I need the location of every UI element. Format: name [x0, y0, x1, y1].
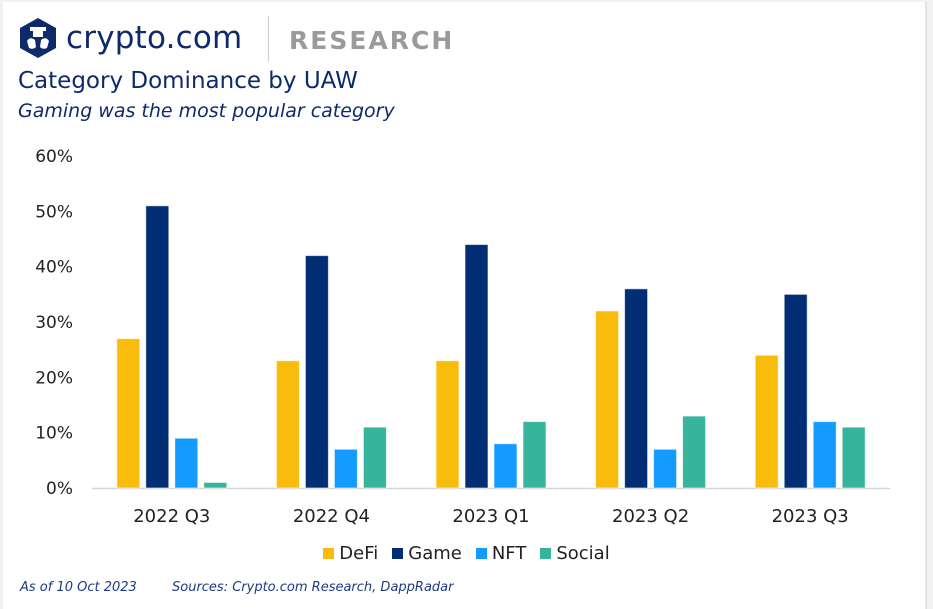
- bar-defi-2022-q3: [116, 338, 141, 489]
- chart-legend: DeFi Game NFT Social: [0, 543, 933, 564]
- bar-social-2023-q2: [682, 415, 707, 489]
- bar-defi-2023-q3: [754, 354, 779, 489]
- x-tick-label: 2023 Q2: [612, 506, 689, 527]
- y-tick-label: 10%: [35, 424, 73, 444]
- legend-item-defi: DeFi: [323, 543, 378, 564]
- bar-nft-2023-q2: [653, 448, 678, 489]
- legend-item-nft: NFT: [475, 543, 527, 564]
- section-label: RESEARCH: [289, 26, 455, 55]
- bar-social-2022-q4: [362, 426, 387, 489]
- bar-social-2023-q1: [522, 421, 547, 489]
- y-tick-label: 0%: [46, 479, 73, 499]
- crypto-com-lion-hexagon-icon: [20, 18, 56, 58]
- bar-nft-2023-q1: [493, 443, 518, 489]
- bar-nft-2023-q3: [812, 421, 837, 489]
- legend-label: Game: [408, 543, 462, 564]
- bar-defi-2022-q4: [275, 360, 300, 489]
- chart-title: Category Dominance by UAW: [18, 68, 358, 94]
- bar-game-2022-q4: [304, 255, 329, 489]
- legend-swatch: [540, 548, 552, 559]
- bar-game-2023-q3: [783, 293, 808, 489]
- legend-label: DeFi: [339, 543, 379, 564]
- y-tick-label: 50%: [35, 202, 73, 222]
- bar-nft-2022-q3: [174, 437, 199, 489]
- y-tick-label: 30%: [35, 313, 73, 333]
- x-tick-label: 2023 Q3: [772, 506, 849, 527]
- legend-swatch: [323, 548, 335, 559]
- bar-social-2022-q3: [203, 481, 228, 489]
- brand-logo: crypto.com: [19, 16, 242, 60]
- y-tick-label: 40%: [35, 258, 73, 278]
- legend-label: Social: [556, 543, 610, 564]
- bar-nft-2022-q4: [333, 448, 358, 489]
- chart-subtitle: Gaming was the most popular category: [18, 100, 395, 122]
- y-tick-label: 60%: [35, 147, 73, 167]
- x-tick-label: 2023 Q1: [452, 506, 529, 527]
- bar-social-2023-q3: [841, 426, 866, 489]
- y-tick-label: 20%: [35, 368, 73, 388]
- bar-game-2023-q2: [624, 288, 649, 489]
- bar-defi-2023-q1: [435, 360, 460, 489]
- x-tick-label: 2022 Q3: [133, 506, 210, 527]
- legend-item-social: Social: [540, 543, 610, 564]
- legend-label: NFT: [491, 543, 527, 564]
- x-tick-label: 2022 Q4: [293, 506, 370, 527]
- as-of-date: As of 10 Oct 2023: [20, 580, 137, 595]
- bar-game-2022-q3: [145, 205, 170, 489]
- sources-note: Sources: Crypto.com Research, DappRadar: [172, 580, 454, 595]
- bar-defi-2023-q2: [595, 310, 620, 489]
- header-divider: [268, 16, 269, 62]
- legend-swatch: [475, 548, 487, 559]
- bar-game-2023-q1: [464, 244, 489, 489]
- brand-name: crypto.com: [66, 20, 243, 56]
- legend-swatch: [392, 548, 404, 559]
- legend-item-game: Game: [392, 543, 462, 564]
